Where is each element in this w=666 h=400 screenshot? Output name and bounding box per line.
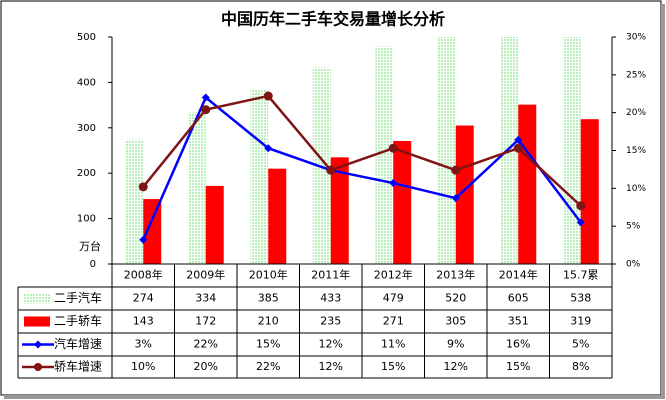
legend-key: [24, 293, 50, 304]
bar: [125, 139, 144, 264]
legend-marker: [34, 340, 42, 349]
marker: [389, 179, 398, 188]
table-cell: 16%: [506, 338, 530, 351]
table-cell: 271: [383, 315, 404, 328]
table-cell: 351: [508, 315, 529, 328]
table-cell: 15%: [381, 360, 405, 373]
marker: [514, 135, 523, 144]
table-cell: 12%: [444, 360, 468, 373]
table-cell: 8%: [572, 360, 589, 373]
table-cell: 15%: [506, 360, 530, 373]
table-cell: 9%: [447, 338, 464, 351]
table-cell: 319: [570, 315, 591, 328]
y2-tick-label: 30%: [626, 33, 646, 43]
x-tick-label: 15.7累: [563, 269, 599, 282]
legend-marker: [34, 363, 42, 371]
table-cell: 210: [258, 315, 279, 328]
table-cell: 274: [133, 292, 154, 305]
x-tick-label: 2011年: [311, 268, 350, 282]
y-tick-label: 200: [77, 168, 96, 179]
marker: [201, 93, 210, 102]
table-cell: 5%: [572, 338, 589, 351]
shadow: [661, 4, 665, 397]
x-tick-label: 2012年: [374, 268, 413, 282]
bar: [268, 168, 287, 264]
y-axis-label: 万台: [79, 239, 101, 253]
legend-key: [24, 316, 50, 327]
y2-tick-label: 10%: [626, 184, 646, 194]
table-cell: 235: [320, 315, 341, 328]
table-cell: 334: [195, 292, 216, 305]
table-cell: 3%: [135, 338, 152, 351]
bar: [455, 125, 474, 264]
y-tick-label: 0: [90, 259, 96, 270]
table-cell: 22%: [194, 338, 218, 351]
bar: [500, 37, 519, 264]
marker: [326, 165, 336, 175]
marker: [451, 165, 461, 175]
bar: [250, 89, 269, 264]
table-cell: 433: [320, 292, 341, 305]
y2-tick-label: 0%: [626, 260, 641, 270]
x-tick-label: 2010年: [249, 268, 288, 282]
table-cell: 520: [445, 292, 466, 305]
table-cell: 10%: [131, 360, 155, 373]
bar: [375, 46, 394, 264]
table-cell: 479: [383, 292, 404, 305]
table-cell: 305: [445, 315, 466, 328]
table-cell: 20%: [194, 360, 218, 373]
bar: [330, 157, 349, 264]
bar: [187, 112, 206, 264]
y-tick-label: 300: [77, 123, 96, 134]
bar: [562, 37, 581, 264]
line: [142, 95, 582, 241]
marker: [264, 144, 273, 153]
y-tick-label: 100: [77, 214, 96, 225]
table-cell: 22%: [256, 360, 280, 373]
marker: [388, 143, 398, 153]
table-cell: 385: [258, 292, 279, 305]
table-cell: 12%: [319, 360, 343, 373]
legend-label: 轿车增速: [54, 359, 102, 374]
bar: [393, 140, 412, 264]
legend-label: 二手轿车: [54, 313, 102, 328]
table-cell: 605: [508, 292, 529, 305]
bar: [437, 37, 456, 264]
legend-label: 汽车增速: [54, 336, 102, 351]
table-cell: 172: [195, 315, 216, 328]
marker: [451, 194, 460, 203]
table-cell: 538: [570, 292, 591, 305]
table-cell: 12%: [319, 338, 343, 351]
y-tick-label: 400: [77, 77, 96, 88]
marker: [576, 201, 586, 211]
chart-title: 中国历年二手车交易量增长分析: [221, 10, 445, 29]
marker: [576, 218, 585, 227]
legend-label: 二手汽车: [54, 290, 102, 305]
marker: [139, 235, 148, 244]
marker: [263, 91, 273, 101]
bar: [143, 199, 162, 264]
bar: [518, 104, 537, 264]
y-tick-label: 500: [77, 32, 96, 43]
shadow: [4, 395, 665, 399]
marker: [138, 182, 148, 192]
bar: [205, 185, 224, 264]
y2-tick-label: 25%: [626, 70, 646, 80]
table-cell: 15%: [256, 338, 280, 351]
y2-tick-label: 20%: [626, 108, 646, 118]
marker: [513, 143, 523, 153]
bar: [580, 119, 599, 264]
y2-tick-label: 5%: [626, 222, 641, 232]
y2-tick-label: 15%: [626, 146, 646, 156]
x-tick-label: 2009年: [186, 268, 225, 282]
x-tick-label: 2008年: [124, 268, 163, 282]
marker: [201, 105, 211, 115]
line: [142, 94, 582, 207]
x-tick-label: 2013年: [436, 268, 475, 282]
x-tick-label: 2014年: [499, 268, 538, 282]
table-cell: 143: [133, 315, 154, 328]
table-cell: 11%: [381, 338, 405, 351]
